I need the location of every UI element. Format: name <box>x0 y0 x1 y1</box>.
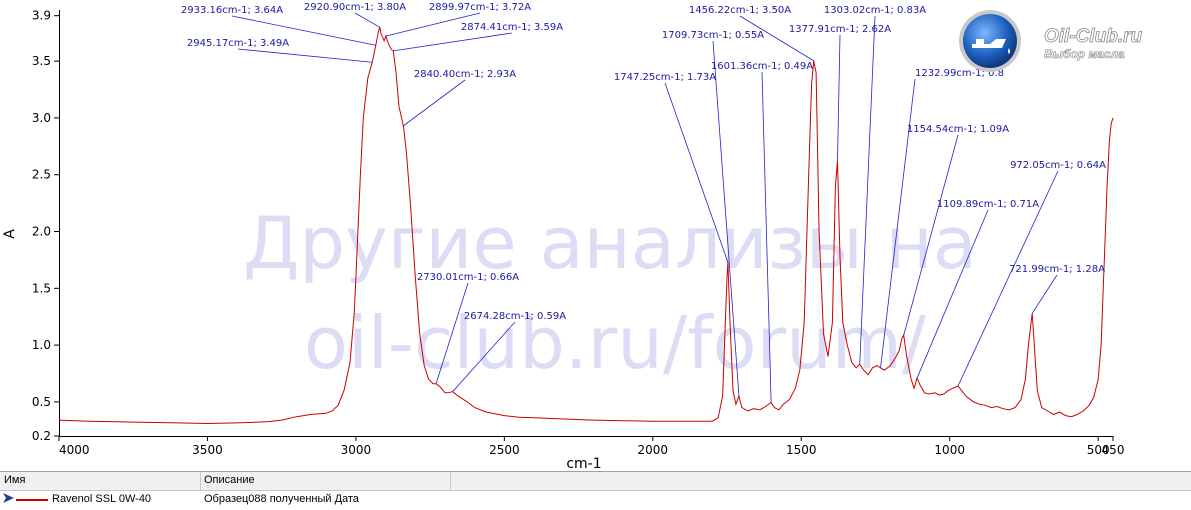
x-tick-label: 3000 <box>341 443 372 457</box>
annotation-leader <box>916 209 989 379</box>
annotation-leader <box>739 15 815 62</box>
plot-area <box>59 10 1113 437</box>
peak-annotation-label: 2874.41cm-1; 3.59A <box>461 22 563 33</box>
x-tick-label: 3500 <box>192 443 223 457</box>
x-tick-label: 500 <box>1087 443 1110 457</box>
annotation-leader <box>435 282 469 384</box>
peak-annotation-label: 2730.01cm-1; 0.66A <box>417 272 519 283</box>
legend-header-row: Имя Описание <box>0 472 1191 491</box>
legend-series-row[interactable]: Ravenol SSL 0W-40 Образец088 полученный … <box>0 491 1191 509</box>
peak-annotation-label: 1109.89cm-1; 0.71A <box>937 199 1039 210</box>
y-tick-label: 0.2 <box>32 429 51 443</box>
peak-annotation-label: 2840.40cm-1; 2.93A <box>414 69 516 80</box>
ir-spectrum-chart: Другие анализы на oil-club.ru/forum/ 400… <box>2 2 1125 470</box>
y-tick-label: 0.5 <box>32 395 51 409</box>
logo-title: Oil-Club.ru <box>1044 26 1143 47</box>
annotation-leader <box>903 134 959 336</box>
legend-col-desc[interactable]: Описание <box>204 474 255 486</box>
peak-annotation-label: 2945.17cm-1; 3.49A <box>187 38 289 49</box>
annotation-leader <box>393 32 513 52</box>
peak-annotation-label: 972.05cm-1; 0.64A <box>1010 160 1106 171</box>
y-tick-label: 2.5 <box>32 168 51 182</box>
annotation-leader <box>664 82 729 263</box>
legend-series-name: Ravenol SSL 0W-40 <box>52 493 152 505</box>
x-tick-label: 450 <box>1102 443 1125 457</box>
y-tick-label: 3.0 <box>32 111 51 125</box>
spectrum-line <box>58 26 1114 425</box>
legend-line-swatch <box>16 499 48 501</box>
peak-annotation-label: 1456.22cm-1; 3.50A <box>689 5 791 16</box>
y-tick-label: 2.0 <box>32 225 51 239</box>
annotation-leader <box>354 12 380 28</box>
y-axis-label: A <box>2 229 18 239</box>
watermark-line1: Другие анализы на <box>243 201 977 285</box>
peak-annotation-label: 1377.91cm-1; 2.62A <box>789 24 891 35</box>
legend-series-desc: Образец088 полученный Дата <box>204 493 359 505</box>
y-tick-label: 3.9 <box>32 9 51 23</box>
annotation-leader <box>880 78 916 368</box>
annotation-leader <box>1031 274 1058 314</box>
peak-annotation-label: 1601.36cm-1; 0.49A <box>711 61 813 72</box>
peak-annotation-label: 2920.90cm-1; 3.80A <box>304 2 406 13</box>
y-tick-label: 1.0 <box>32 338 51 352</box>
x-tick-label: 2000 <box>638 443 669 457</box>
peak-annotation-label: 721.99cm-1; 1.28A <box>1009 264 1105 275</box>
annotation-leader <box>237 48 373 63</box>
annotation-leader <box>231 15 376 46</box>
watermark-line2: oil-club.ru/forum/ <box>304 301 927 385</box>
annotation-leader <box>403 79 466 127</box>
x-tick-label: 1500 <box>786 443 817 457</box>
legend-table: Имя Описание Ravenol SSL 0W-40 Образец08… <box>0 471 1191 510</box>
x-tick-label: 4000 <box>59 443 90 457</box>
annotation-leader <box>452 321 516 392</box>
oil-can-icon <box>959 10 1021 72</box>
arrow-right-icon <box>2 492 16 507</box>
logo: Oil-Club.ru Выбор масла <box>956 8 1176 74</box>
x-tick-label: 2500 <box>489 443 520 457</box>
x-tick-label: 1000 <box>934 443 965 457</box>
y-tick-label: 3.5 <box>32 54 51 68</box>
peak-annotation-label: 1232.99cm-1; 0.8 <box>915 68 1004 79</box>
x-axis-label: cm-1 <box>566 456 601 470</box>
annotation-leader <box>761 71 772 404</box>
peak-annotation-label: 1154.54cm-1; 1.09A <box>907 124 1009 135</box>
annotation-leader <box>385 12 481 37</box>
peak-annotation-label: 1303.02cm-1; 0.83A <box>824 5 926 16</box>
y-tick-label: 1.5 <box>32 281 51 295</box>
legend-col-name[interactable]: Имя <box>4 474 26 486</box>
watermark: Другие анализы на oil-club.ru/forum/ <box>243 201 977 385</box>
peak-annotation-label: 1709.73cm-1; 0.55A <box>662 30 764 41</box>
peak-annotation-label: 1747.25cm-1; 1.73A <box>614 72 716 83</box>
annotation-leader <box>859 15 876 365</box>
peak-annotation-label: 2674.28cm-1; 0.59A <box>464 311 566 322</box>
logo-subtitle: Выбор масла <box>1044 47 1125 61</box>
annotation-leader <box>712 40 740 397</box>
peak-annotation-label: 2899.97cm-1; 3.72A <box>429 2 531 13</box>
annotation-leader <box>837 34 841 162</box>
annotation-leader <box>957 170 1059 387</box>
peak-annotation-label: 2933.16cm-1; 3.64A <box>181 5 283 16</box>
